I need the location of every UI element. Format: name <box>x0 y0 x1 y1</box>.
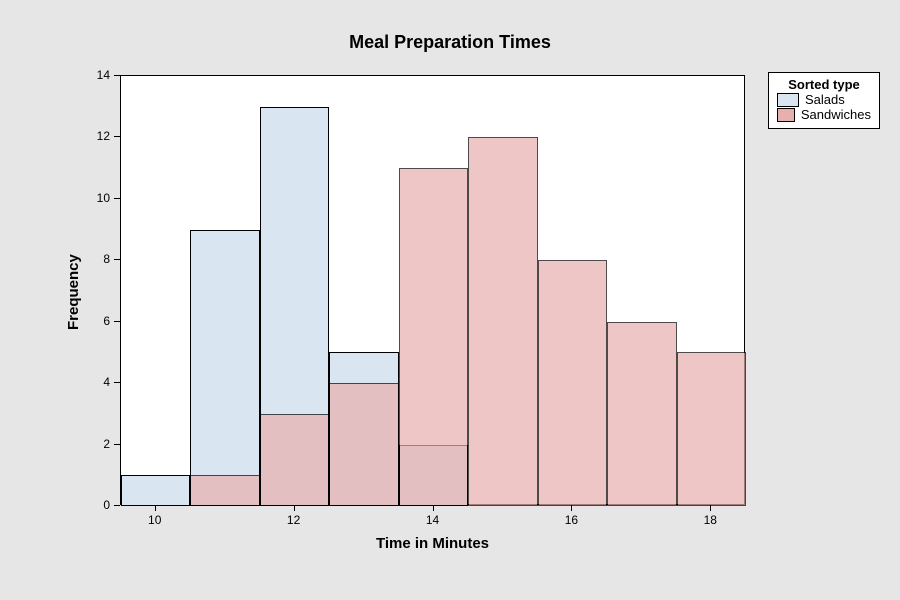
x-tick-label: 14 <box>423 513 443 527</box>
legend-label: Salads <box>805 92 845 107</box>
y-tick-label: 12 <box>97 129 110 143</box>
y-tick-label: 6 <box>103 314 110 328</box>
legend-swatch-sandwiches <box>777 108 795 122</box>
y-tick-label: 8 <box>103 252 110 266</box>
bar-sandwiches <box>190 475 259 506</box>
x-axis-label: Time in Minutes <box>120 535 745 552</box>
y-tick <box>114 198 120 199</box>
y-tick <box>114 505 120 506</box>
x-tick <box>710 505 711 511</box>
y-tick <box>114 444 120 445</box>
x-tick <box>155 505 156 511</box>
bar-sandwiches <box>399 168 468 506</box>
x-tick-label: 12 <box>284 513 304 527</box>
bar-sandwiches <box>468 137 537 506</box>
y-tick <box>114 321 120 322</box>
y-tick-label: 10 <box>97 191 110 205</box>
y-tick <box>114 75 120 76</box>
bar-sandwiches <box>677 352 746 506</box>
legend-title: Sorted type <box>777 77 871 92</box>
y-axis-label: Frequency <box>65 254 82 330</box>
legend-label: Sandwiches <box>801 107 871 122</box>
x-tick <box>571 505 572 511</box>
legend-swatch-salads <box>777 93 799 107</box>
legend-item-salads: Salads <box>777 92 871 107</box>
x-tick <box>294 505 295 511</box>
y-tick-label: 2 <box>103 437 110 451</box>
y-tick-label: 14 <box>97 68 110 82</box>
y-tick-label: 0 <box>103 498 110 512</box>
bar-sandwiches <box>329 383 398 506</box>
bar-sandwiches <box>260 414 329 506</box>
x-tick-label: 16 <box>561 513 581 527</box>
plot-area <box>120 75 745 505</box>
y-tick <box>114 136 120 137</box>
bar-salads <box>190 230 259 506</box>
y-tick-label: 4 <box>103 375 110 389</box>
chart-title: Meal Preparation Times <box>0 32 900 53</box>
x-tick <box>433 505 434 511</box>
x-tick-label: 10 <box>145 513 165 527</box>
bar-sandwiches <box>607 322 676 506</box>
chart-container: Meal Preparation Times Frequency Time in… <box>0 0 900 600</box>
bar-sandwiches <box>538 260 607 506</box>
x-tick-label: 18 <box>700 513 720 527</box>
y-tick <box>114 382 120 383</box>
legend: Sorted type SaladsSandwiches <box>768 72 880 129</box>
bar-salads <box>121 475 190 506</box>
legend-item-sandwiches: Sandwiches <box>777 107 871 122</box>
y-tick <box>114 259 120 260</box>
